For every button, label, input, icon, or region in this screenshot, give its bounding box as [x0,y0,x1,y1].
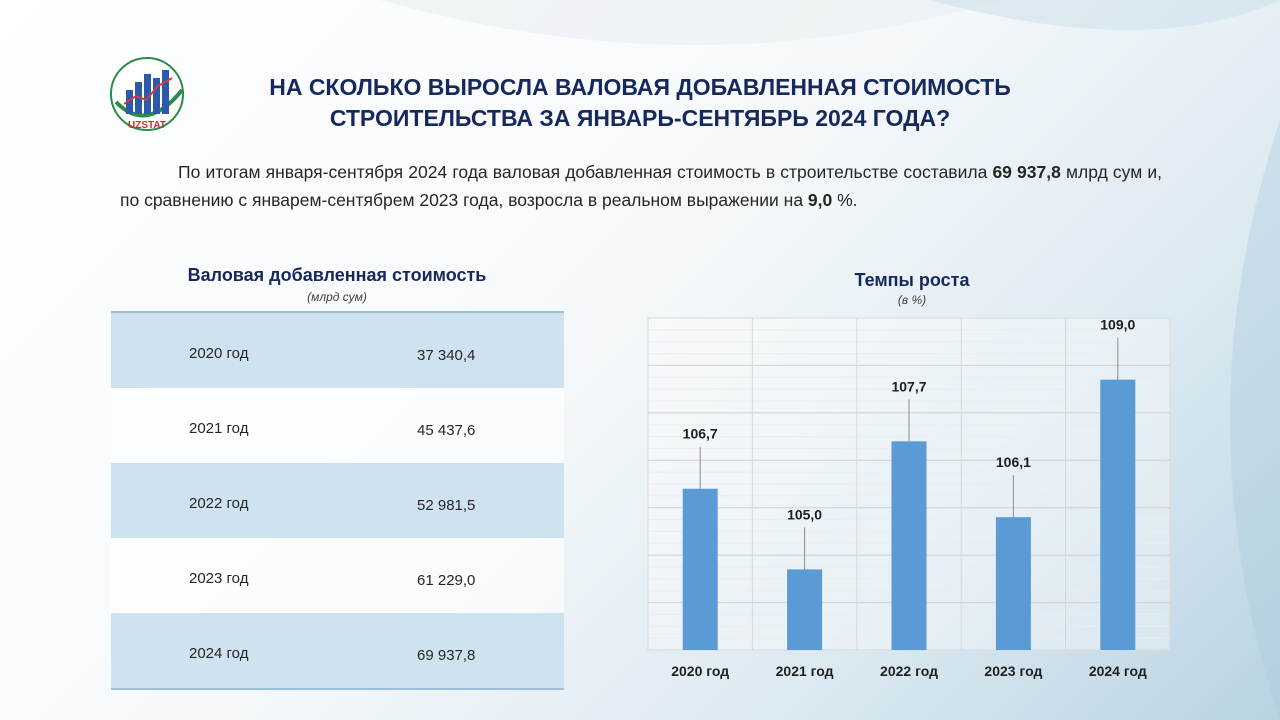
chart-bar [787,569,823,650]
chart-bar [1100,379,1136,650]
table-row: 2022 год 52 981,5 [111,463,564,538]
growth-rate-bar-chart: 106,7 2020 год 105,0 2021 год 107,7 2022 год 1… [647,317,1171,679]
chart-data-label: 105,0 [787,506,822,522]
table-title: Валовая добавленная стоимость [187,265,487,285]
table-row: 2021 год 45 437,6 [111,388,564,463]
chart-bar [682,488,718,650]
table-row-value: 61 229,0 [417,572,476,589]
chart-category-label: 2023 год [984,663,1042,679]
table-row: 2020 год 37 340,4 [111,313,564,388]
chart-category-label: 2024 год [1089,663,1147,679]
chart-category-label: 2022 год [880,663,938,679]
chart-category-label: 2021 год [776,663,834,679]
table-row-value: 37 340,4 [417,347,476,364]
value-added-table: 2020 год 37 340,4 2021 год 45 437,6 2022… [111,311,564,690]
intro-growth: 9,0 [807,190,833,210]
table-row-value: 52 981,5 [417,497,476,514]
page-title-line-2: СТРОИТЕЛЬСТВА ЗА ЯНВАРЬ-СЕНТЯБРЬ 2024 ГО… [329,105,951,131]
chart-data-label: 109,0 [1100,317,1135,333]
intro-part-3: %. [832,190,858,210]
chart-title: Темпы роста [854,270,970,290]
table-row-year: 2021 год [189,420,249,437]
intro-part-1: По итогам января-сентября 2024 года вало… [178,162,993,182]
logo-text: UZSTAT [128,120,166,131]
table-row-year: 2023 год [189,570,249,587]
table-unit: (млрд сум) [307,290,367,304]
chart-data-label: 106,7 [683,426,718,442]
table-row: 2024 год 69 937,8 [111,613,564,688]
table-row-value: 45 437,6 [417,422,476,439]
table-row: 2023 год 61 229,0 [111,538,564,613]
chart-bar [995,517,1031,650]
intro-part-2: млрд сум и, по сравнению с январем-сентя… [120,162,1163,210]
intro-value: 69 937,8 [992,162,1061,182]
table-row-year: 2024 год [189,645,249,662]
table-row-year: 2022 год [189,495,249,512]
page-title: НА СКОЛЬКО ВЫРОСЛА ВАЛОВАЯ ДОБАВЛЕННАЯ С… [190,72,1090,134]
table-row-year: 2020 год [189,345,249,362]
chart-data-label: 107,7 [891,378,926,394]
table-row-value: 69 937,8 [417,647,476,664]
intro-paragraph: По итогам января-сентября 2024 года вало… [120,158,1162,214]
page-title-line-1: НА СКОЛЬКО ВЫРОСЛА ВАЛОВАЯ ДОБАВЛЕННАЯ С… [269,74,1011,100]
chart-bar [891,441,927,650]
chart-data-label: 106,1 [996,454,1031,470]
uzstat-logo: UZSTAT [110,57,184,131]
chart-subtitle: (в %) [897,293,927,307]
chart-category-label: 2020 год [671,663,729,679]
